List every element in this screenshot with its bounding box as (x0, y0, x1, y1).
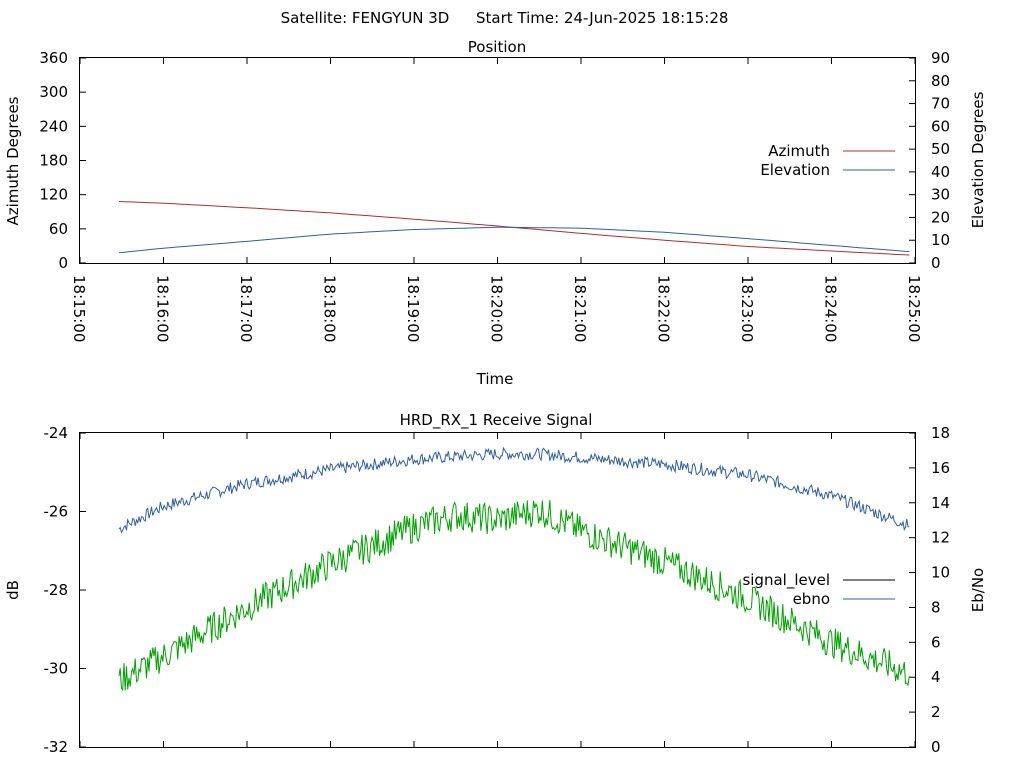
legend-label: signal_level (742, 571, 830, 590)
x-tick-label: 18:22:00 (655, 275, 673, 342)
series-line-Azimuth (118, 201, 910, 256)
y-tick-label: -24 (44, 424, 69, 442)
y2-tick-label: 70 (931, 95, 950, 113)
legend-label: ebno (793, 590, 830, 608)
signal-plot-frame (79, 432, 916, 748)
position-chart-title: Position (468, 38, 526, 56)
x-tick-label: 18:25:00 (905, 275, 923, 342)
x-tick-label: 18:23:00 (738, 275, 756, 342)
x-tick-label: 18:19:00 (404, 275, 422, 342)
x-tick-label: 18:18:00 (321, 275, 339, 342)
y-tick-label: 120 (39, 186, 68, 204)
y-tick-label: 240 (39, 117, 68, 135)
y-tick-label: 0 (58, 254, 68, 272)
y2-tick-label: 90 (931, 49, 950, 67)
start-time-label: Start Time: 24-Jun-2025 18:15:28 (476, 9, 728, 27)
y-tick-label: 300 (39, 83, 68, 101)
y2-tick-label: 80 (931, 72, 950, 90)
y-tick-label: 180 (39, 152, 68, 170)
x-tick-label: 18:24:00 (822, 275, 840, 342)
y2-tick-label: 10 (931, 564, 950, 582)
y2-tick-label: 40 (931, 163, 950, 181)
signal-y-axis-label: dB (4, 580, 22, 600)
y2-tick-label: 0 (931, 254, 941, 272)
y-tick-label: 360 (39, 49, 68, 67)
y2-tick-label: 12 (931, 529, 950, 547)
series-line-Elevation (118, 226, 910, 254)
x-tick-label: 18:17:00 (237, 275, 255, 342)
x-tick-label: 18:15:00 (70, 275, 88, 342)
x-tick-label: 18:16:00 (154, 275, 172, 342)
y2-tick-label: 18 (931, 424, 950, 442)
y2-tick-label: 8 (931, 598, 941, 616)
signal-chart-title: HRD_RX_1 Receive Signal (400, 411, 593, 430)
series-line-ebno (118, 446, 910, 534)
y2-tick-label: 10 (931, 231, 950, 249)
y2-tick-label: 6 (931, 633, 941, 651)
y-tick-label: 60 (49, 220, 68, 238)
position-y2-axis-label: Elevation Degrees (969, 91, 987, 228)
legend-label: Azimuth (768, 142, 830, 160)
position-plot-frame (79, 57, 916, 264)
series-line-unlabeled (118, 500, 910, 692)
x-tick-label: 18:21:00 (571, 275, 589, 342)
satellite-label: Satellite: FENGYUN 3D (281, 9, 450, 27)
signal-y2-axis-label: Eb/No (969, 568, 987, 612)
y2-tick-label: 0 (931, 738, 941, 756)
legend-label: Elevation (760, 161, 830, 179)
y2-tick-label: 60 (931, 117, 950, 135)
y2-tick-label: 20 (931, 208, 950, 226)
x-tick-label: 18:20:00 (488, 275, 506, 342)
position-y-axis-label: Azimuth Degrees (4, 96, 22, 225)
y2-tick-label: 14 (931, 494, 950, 512)
y2-tick-label: 16 (931, 459, 950, 477)
y2-tick-label: 2 (931, 703, 941, 721)
y2-tick-label: 4 (931, 668, 941, 686)
y-tick-label: -28 (44, 581, 69, 599)
y-tick-label: -30 (44, 660, 69, 678)
y-tick-label: -32 (44, 738, 69, 756)
y-tick-label: -26 (44, 503, 69, 521)
position-x-axis-label: Time (476, 370, 514, 388)
y2-tick-label: 50 (931, 140, 950, 158)
y2-tick-label: 30 (931, 186, 950, 204)
